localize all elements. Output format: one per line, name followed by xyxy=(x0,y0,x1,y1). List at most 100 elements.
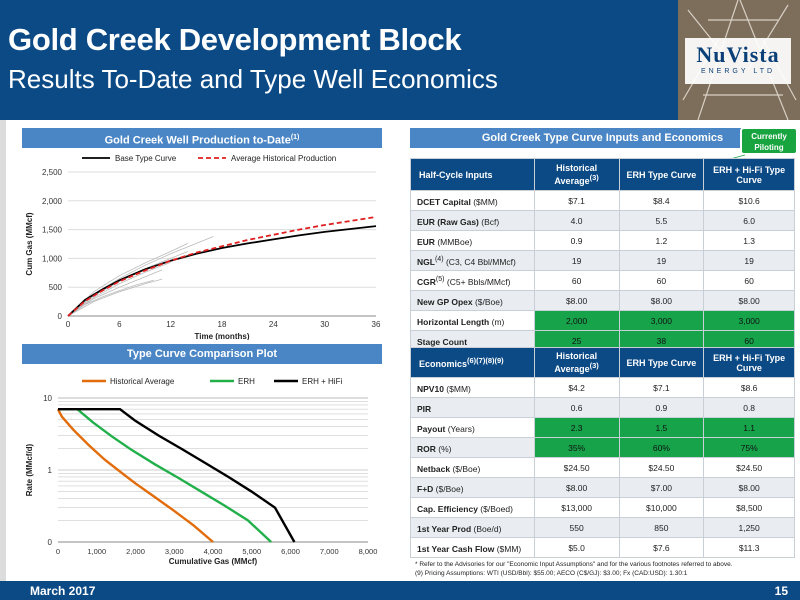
footnote-advisory: * Refer to the Advisories for our "Econo… xyxy=(415,561,733,568)
logo-photo: NuVista ENERGY LTD xyxy=(678,0,800,120)
inputs-cell: 19 xyxy=(533,250,620,271)
inputs-cell: $8.00 xyxy=(618,290,705,311)
inputs-cell: 1.2 xyxy=(618,230,705,251)
company-logo: NuVista ENERGY LTD xyxy=(685,38,791,84)
inputs-cell: 19 xyxy=(703,250,795,271)
inputs-table-header: Half-Cycle Inputs Historical Average(3) … xyxy=(410,158,795,191)
x-tick-label: 18 xyxy=(218,320,227,329)
x-tick-label: 6,000 xyxy=(281,547,300,556)
econ-cell: 0.8 xyxy=(703,397,795,418)
econ-cell: $7.1 xyxy=(618,377,705,398)
inputs-row-label: CGR(5) (C5+ Bbls/MMcf) xyxy=(410,270,535,291)
inputs-col-erh-hifi: ERH + Hi-Fi Type Curve xyxy=(703,158,795,191)
econ-cell: $5.0 xyxy=(533,537,620,558)
series-line-erh xyxy=(58,407,272,543)
inputs-cell: 19 xyxy=(618,250,705,271)
x-axis-label: Time (months) xyxy=(195,332,250,340)
econ-row-label: 1st Year Prod (Boe/d) xyxy=(410,517,535,538)
inputs-cell: 60 xyxy=(703,330,795,351)
econ-cell: $11.3 xyxy=(703,537,795,558)
econ-cell: 2.3 xyxy=(533,417,620,438)
badge-line2: Piloting xyxy=(754,143,784,152)
econ-col-erh-hifi: ERH + Hi-Fi Type Curve xyxy=(703,347,795,378)
legend-label: ERH + HiFi xyxy=(302,377,342,386)
econ-row-label: Payout (Years) xyxy=(410,417,535,438)
series-line-historical-average xyxy=(56,408,214,543)
legend-label: Average Historical Production xyxy=(231,154,336,163)
x-tick-label: 7,000 xyxy=(320,547,339,556)
inputs-row-label: NGL(4) (C3, C4 Bbl/MMcf) xyxy=(410,250,535,271)
economics-header: Gold Creek Type Curve Inputs and Economi… xyxy=(410,128,795,148)
inputs-row: EUR (Raw Gas) (Bcf) 4.0 5.5 6.0 xyxy=(410,210,795,231)
econ-cell: 0.9 xyxy=(618,397,705,418)
inputs-cell: 3,000 xyxy=(618,310,705,331)
y-tick-label: 1,000 xyxy=(42,254,63,263)
inputs-col-erh: ERH Type Curve xyxy=(618,158,705,191)
y-axis-label: Rate (MMcf/d) xyxy=(25,443,34,496)
inputs-cell: $8.00 xyxy=(703,290,795,311)
inputs-row: New GP Opex ($/Boe) $8.00 $8.00 $8.00 xyxy=(410,290,795,311)
x-tick-label: 8,000 xyxy=(359,547,378,556)
y-axis-label: Cum Gas (MMcf) xyxy=(25,212,34,275)
econ-cell: 75% xyxy=(703,437,795,458)
econ-row-label: 1st Year Cash Flow ($MM) xyxy=(410,537,535,558)
inputs-cell: $7.1 xyxy=(533,190,620,211)
legend-label: Historical Average xyxy=(110,377,175,386)
econ-cell: $8.00 xyxy=(533,477,620,498)
econ-row: 1st Year Cash Flow ($MM) $5.0 $7.6 $11.3 xyxy=(410,537,795,558)
inputs-cell: 2,000 xyxy=(533,310,620,331)
econ-cell: 35% xyxy=(533,437,620,458)
legend-label: ERH xyxy=(238,377,255,386)
econ-cell: 0.6 xyxy=(533,397,620,418)
inputs-col-label: Half-Cycle Inputs xyxy=(410,158,535,191)
x-tick-label: 5,000 xyxy=(242,547,261,556)
inputs-row-label: New GP Opex ($/Boe) xyxy=(410,290,535,311)
legend-label: Base Type Curve xyxy=(115,154,177,163)
inputs-row: Horizontal Length (m) 2,000 3,000 3,000 xyxy=(410,310,795,331)
econ-cell: $24.50 xyxy=(533,457,620,478)
inputs-cell: 5.5 xyxy=(618,210,705,231)
economics-title: Gold Creek Type Curve Inputs and Economi… xyxy=(481,132,724,144)
econ-cell: $7.00 xyxy=(618,477,705,498)
econ-cell: 1.1 xyxy=(703,417,795,438)
econ-row-label: PIR xyxy=(410,397,535,418)
comparison-chart-title: Type Curve Comparison Plot xyxy=(126,348,278,360)
y-tick-label: 2,000 xyxy=(42,197,63,206)
econ-cell: 60% xyxy=(618,437,705,458)
inputs-row: DCET Capital ($MM) $7.1 $8.4 $10.6 xyxy=(410,190,795,211)
econ-row: NPV10 ($MM) $4.2 $7.1 $8.6 xyxy=(410,377,795,398)
econ-col-label: Economics(6)(7)(8)(9) xyxy=(410,347,535,378)
econ-cell: 1.5 xyxy=(618,417,705,438)
econ-row-label: Netback ($/Boe) xyxy=(410,457,535,478)
inputs-cell: 38 xyxy=(618,330,705,351)
production-chart-footnote: (1) xyxy=(290,134,300,141)
econ-cell: $24.50 xyxy=(618,457,705,478)
inputs-cell: $8.4 xyxy=(618,190,705,211)
inputs-row-label: EUR (Raw Gas) (Bcf) xyxy=(410,210,535,231)
inputs-row: NGL(4) (C3, C4 Bbl/MMcf) 19 19 19 xyxy=(410,250,795,271)
econ-cell: $8.00 xyxy=(703,477,795,498)
inputs-cell: 60 xyxy=(533,270,620,291)
y-tick-label: 0 xyxy=(58,312,63,321)
well-history-line xyxy=(67,269,163,317)
well-history-line xyxy=(67,262,171,317)
econ-cell: $8.6 xyxy=(703,377,795,398)
inputs-row: EUR (MMBoe) 0.9 1.2 1.3 xyxy=(410,230,795,251)
x-tick-label: 36 xyxy=(372,320,381,329)
x-tick-label: 24 xyxy=(269,320,278,329)
econ-row: PIR 0.6 0.9 0.8 xyxy=(410,397,795,418)
econ-row-label: ROR (%) xyxy=(410,437,535,458)
comparison-chart-header: Type Curve Comparison Plot xyxy=(22,344,382,364)
page-title: Gold Creek Development Block xyxy=(8,22,462,57)
inputs-cell: 60 xyxy=(703,270,795,291)
econ-cell: 1,250 xyxy=(703,517,795,538)
inputs-cell: $8.00 xyxy=(533,290,620,311)
header-banner: Gold Creek Development Block Results To-… xyxy=(0,0,800,120)
inputs-row: Stage Count 25 38 60 xyxy=(410,330,795,351)
econ-cell: 850 xyxy=(618,517,705,538)
currently-piloting-badge: Currently Piloting xyxy=(740,127,798,155)
econ-row: Cap. Efficiency ($/Boed) $13,000 $10,000 $8… xyxy=(410,497,795,518)
econ-row-label: Cap. Efficiency ($/Boed) xyxy=(410,497,535,518)
inputs-row-label: Horizontal Length (m) xyxy=(410,310,535,331)
inputs-col-historical: Historical Average(3) xyxy=(533,158,620,191)
